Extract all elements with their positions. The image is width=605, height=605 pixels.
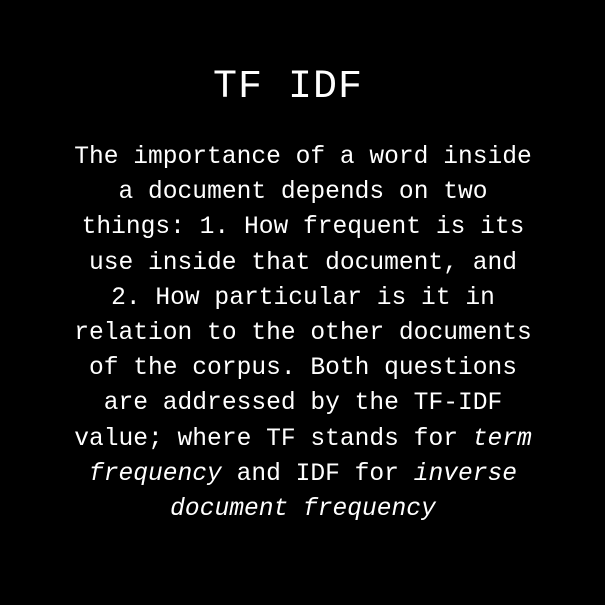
body-line-4: use inside that document, and [88, 249, 517, 277]
body-line-9: value; where TF stands for term [22, 422, 584, 457]
body-line-1: The importance of a word inside [74, 144, 532, 171]
body-line-10-text: and IDF for [221, 460, 414, 488]
body-line-3: things: 1. How frequent is its [81, 214, 525, 242]
emphasis-inverse: inverse [413, 460, 517, 488]
emphasis-frequency: frequency [88, 460, 222, 488]
body-line-10: frequency and IDF for inverse [22, 457, 584, 492]
body-line-2: a document depends on two [118, 179, 488, 207]
body-line-8: are addressed by the TF-IDF [103, 390, 503, 418]
body-line-5: 2. How particular is it in [111, 284, 495, 312]
emphasis-term: term [472, 425, 532, 453]
body-line-9-text: value; where TF stands for [74, 425, 473, 453]
slide-title: TF IDF [212, 65, 364, 110]
emphasis-document-frequency: document frequency [170, 496, 436, 524]
slide-body-text: The importance of a word inside a docume… [22, 140, 584, 527]
body-line-7: of the corpus. Both questions [88, 355, 517, 383]
body-line-6: relation to the other documents [74, 320, 532, 348]
